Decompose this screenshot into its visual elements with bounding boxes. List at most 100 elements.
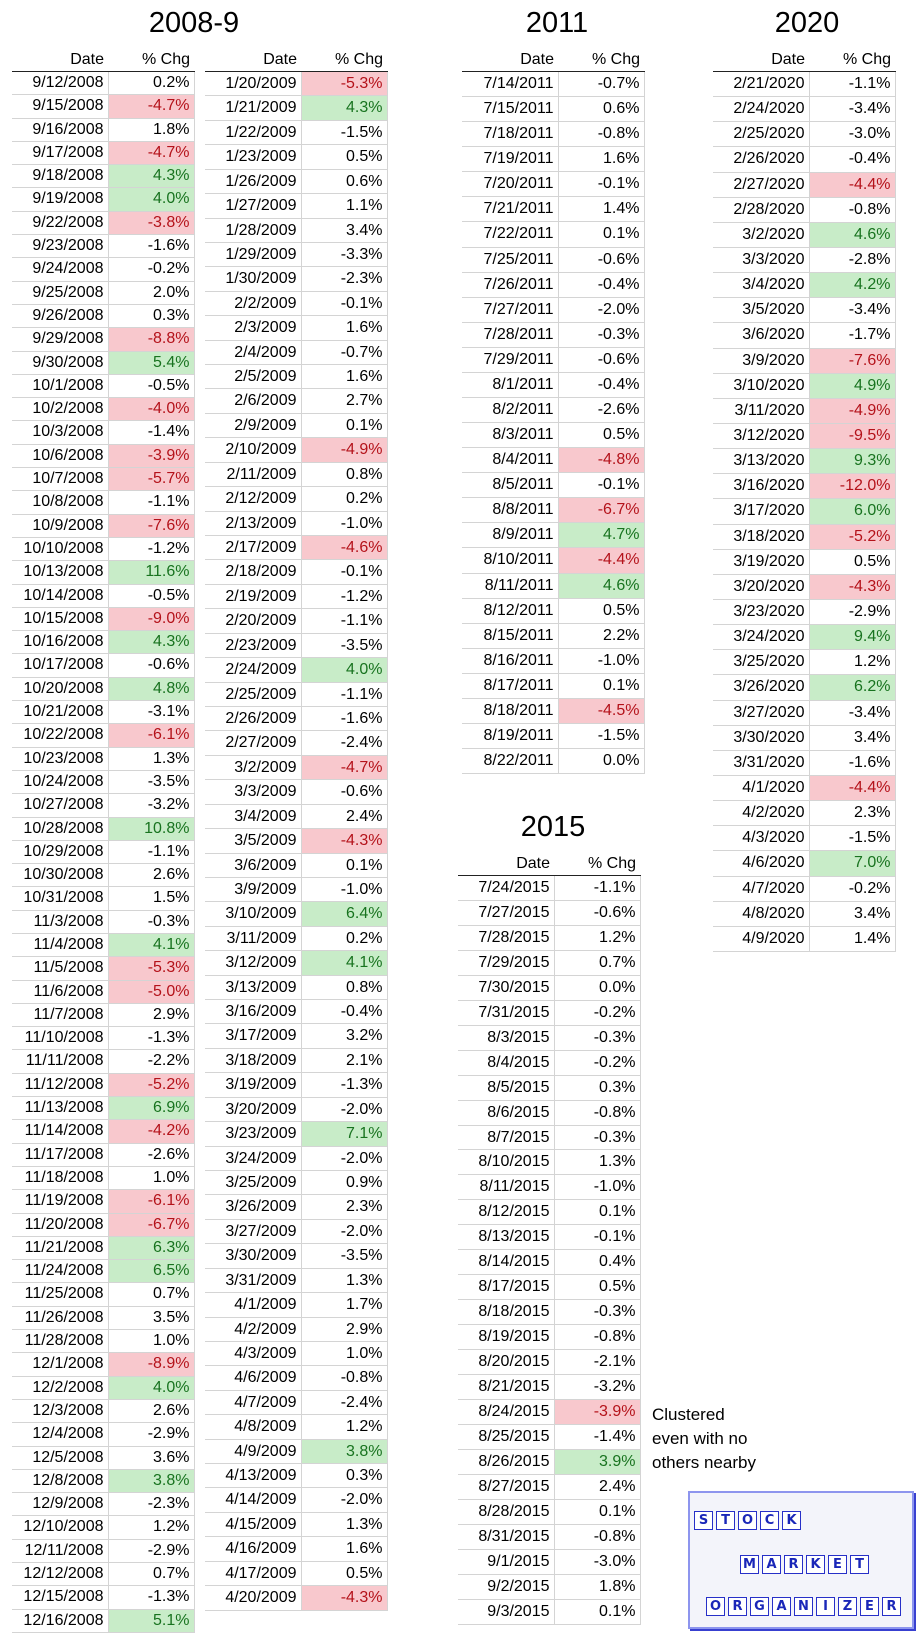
date-cell: 1/28/2009 [205,218,302,243]
change-cell: -3.5% [301,1243,388,1269]
table-row: 3/26/2009 2.3% [205,1194,388,1220]
table-row: 7/27/2011 -2.0% [462,297,645,323]
logo-letter: R [784,1555,803,1574]
table-row: 2/27/2009 -2.4% [205,730,388,756]
change-cell: 0.1% [301,413,388,439]
change-cell: 1.6% [558,146,645,173]
date-cell: 10/10/2008 [12,537,109,562]
change-cell: 7.0% [809,850,896,877]
change-cell: -7.6% [108,514,195,538]
date-cell: 8/10/2015 [458,1149,555,1176]
change-cell: 3.8% [301,1439,388,1465]
table-row: 3/11/2009 0.2% [205,926,388,952]
date-cell: 11/17/2008 [12,1143,109,1167]
change-cell: 2.1% [301,1048,388,1074]
table-row: 2/21/2020 -1.1% [713,71,896,98]
change-cell: 4.1% [108,933,195,958]
table-row: 12/9/2008 -2.3% [12,1492,195,1517]
date-cell: 3/19/2009 [205,1072,302,1098]
date-cell: 11/13/2008 [12,1096,109,1121]
date-cell: 8/31/2015 [458,1524,555,1550]
logo-letter: R [882,1597,901,1616]
date-cell: 10/15/2008 [12,607,109,632]
date-cell: 11/18/2008 [12,1166,109,1191]
change-cell: -2.0% [301,1146,388,1171]
table-row: 3/26/2020 6.2% [713,674,896,701]
table-row: 10/15/2008 -9.0% [12,607,195,632]
date-cell: 3/6/2009 [205,853,302,878]
change-cell: -0.1% [554,1224,641,1251]
chg-header: % Chg [554,853,640,876]
change-cell: 6.0% [809,498,896,525]
date-cell: 2/28/2020 [713,197,810,223]
table-row: 2/12/2009 0.2% [205,486,388,512]
change-cell: -0.8% [554,1524,641,1550]
table-row: 8/12/2011 0.5% [462,598,645,624]
change-cell: -2.6% [108,1143,195,1167]
table-row: 2/5/2009 1.6% [205,364,388,390]
change-cell: -2.9% [108,1422,195,1447]
table-row: 4/6/2009 -0.8% [205,1365,388,1391]
change-cell: -8.9% [108,1352,195,1377]
date-cell: 9/24/2008 [12,257,109,282]
note-line: even with no [652,1429,748,1448]
date-cell: 3/25/2020 [713,649,810,676]
logo-letter: C [760,1511,779,1530]
table-row: 8/12/2015 0.1% [458,1199,641,1226]
table-row: 9/1/2015 -3.0% [458,1549,641,1575]
logo-letter: E [828,1555,847,1574]
table-row: 3/27/2020 -3.4% [713,700,896,726]
change-cell: -9.0% [108,607,195,632]
date-cell: 3/17/2020 [713,498,810,525]
logo-letter: S [694,1511,713,1530]
table-row: 12/2/2008 4.0% [12,1376,195,1400]
table-row: 3/18/2020 -5.2% [713,524,896,550]
table-row: 8/14/2015 0.4% [458,1249,641,1276]
table-row: 8/17/2011 0.1% [462,673,645,699]
table-row: 2/20/2009 -1.1% [205,608,388,634]
table-row: 7/26/2011 -0.4% [462,272,645,298]
change-cell: -1.1% [554,875,641,901]
date-cell: 7/14/2011 [462,71,559,98]
table-row: 4/2/2020 2.3% [713,800,896,827]
change-cell: 3.2% [301,1023,388,1049]
header-row: Date% Chg [713,49,895,72]
change-cell: 10.8% [108,817,195,841]
change-cell: -1.2% [108,537,195,562]
table-row: 3/20/2020 -4.3% [713,574,896,600]
change-cell: 1.3% [301,1512,388,1538]
table-row: 10/31/2008 1.5% [12,886,195,911]
date-cell: 4/7/2009 [205,1390,302,1416]
date-cell: 2/17/2009 [205,535,302,561]
change-cell: -3.4% [809,297,896,324]
change-cell: -0.8% [558,121,645,148]
date-cell: 8/5/2011 [462,472,559,499]
table-row: 7/28/2015 1.2% [458,925,641,951]
date-cell: 2/26/2009 [205,706,302,732]
date-cell: 4/7/2020 [713,876,810,902]
table-row: 8/25/2015 -1.4% [458,1424,641,1450]
change-cell: 2.2% [558,623,645,649]
table-row: 8/5/2011 -0.1% [462,472,645,499]
change-cell: 9.4% [809,624,896,651]
change-cell: 0.7% [108,1282,195,1307]
date-cell: 9/17/2008 [12,141,109,166]
change-cell: -0.6% [558,347,645,373]
note-line: others nearby [652,1453,756,1472]
header-row: Date% Chg [12,49,194,72]
logo-letter: K [782,1511,801,1530]
title-2008-9: 2008-9 [148,7,240,39]
date-cell: 3/24/2020 [713,624,810,651]
date-cell: 1/22/2009 [205,120,302,146]
change-cell: -4.3% [301,828,388,854]
date-cell: 8/7/2015 [458,1125,555,1151]
date-cell: 10/16/2008 [12,630,109,655]
change-cell: 0.2% [301,486,388,512]
table-row: 10/13/2008 11.6% [12,560,195,585]
date-cell: 2/19/2009 [205,584,302,610]
table-row: 2/2/2009 -0.1% [205,291,388,317]
date-cell: 11/24/2008 [12,1259,109,1284]
change-cell: -0.1% [301,559,388,585]
table-row: 3/11/2020 -4.9% [713,398,896,424]
date-cell: 10/2/2008 [12,397,109,422]
